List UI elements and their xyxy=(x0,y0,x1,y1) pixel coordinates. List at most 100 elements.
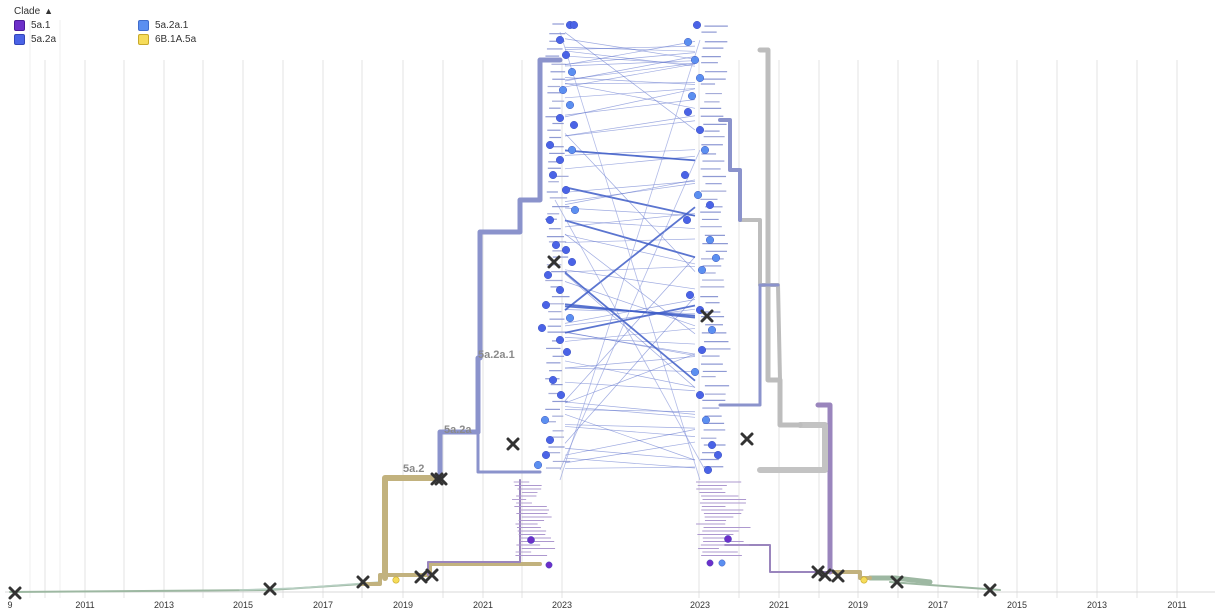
tangle-line xyxy=(564,88,696,118)
tip-dot-right xyxy=(702,416,711,425)
tangle-line xyxy=(559,31,701,481)
tip-dot-6b1a5a xyxy=(860,576,868,584)
clade-legend: Clade ▲ 5a.1 5a.2a.1 5a.2a 6B.1A.5a xyxy=(14,6,262,45)
tip-dot-left xyxy=(568,67,577,76)
tick-label-left-2019: 2019 xyxy=(393,600,413,610)
tree-branches xyxy=(9,23,1001,593)
branch-left-stem xyxy=(239,581,381,591)
tip-dot-left xyxy=(544,271,553,280)
legend-item-5a1[interactable]: 5a.1 xyxy=(14,20,138,31)
tangle-line xyxy=(564,120,696,137)
tangle-line xyxy=(564,233,696,335)
branch-right-lavender xyxy=(815,402,833,575)
legend-swatch xyxy=(138,34,149,45)
x-marker xyxy=(831,569,845,583)
tip-dot-right xyxy=(704,466,713,475)
legend-swatch xyxy=(138,20,149,31)
tip-dot-right xyxy=(714,451,723,460)
x-marker xyxy=(547,255,561,269)
x-marker xyxy=(8,586,22,600)
tangle-line xyxy=(564,304,696,334)
tangle-line xyxy=(564,353,696,404)
tick-label-right-2021: 2021 xyxy=(769,600,789,610)
tip-dot-left xyxy=(562,185,571,194)
tip-dot-5a1 xyxy=(545,561,553,569)
branch-left-5a2a xyxy=(437,429,481,481)
tangle-line xyxy=(564,447,696,461)
tip-dot-5a1 xyxy=(706,559,714,567)
tick-label-left-2017: 2017 xyxy=(313,600,333,610)
chevron-up-icon[interactable]: ▲ xyxy=(44,6,54,16)
tip-dot-left xyxy=(556,36,565,45)
tip-dot-right xyxy=(694,190,703,199)
tangle-line xyxy=(564,82,696,85)
tip-dot-right xyxy=(688,91,697,100)
tangle-line xyxy=(564,77,696,85)
tip-dot-5a1 xyxy=(527,536,535,544)
tangle-line xyxy=(564,281,696,327)
tangle-line xyxy=(564,38,696,60)
grid-layer xyxy=(5,20,1215,598)
tangle-line xyxy=(564,413,696,461)
x-marker xyxy=(700,309,714,323)
branch-label-5a2a: 5a.2a xyxy=(444,424,472,436)
branch-right-periwinkle-low xyxy=(718,283,780,407)
tick-label-right-2013: 2013 xyxy=(1087,600,1107,610)
tangle-line xyxy=(564,424,696,429)
x-markers xyxy=(8,255,997,600)
x-marker xyxy=(506,437,520,451)
tangle-line xyxy=(564,220,696,229)
tip-dot-right xyxy=(686,291,695,300)
legend-item-5a2a1[interactable]: 5a.2a.1 xyxy=(138,20,262,31)
tip-dot-right xyxy=(691,368,700,377)
x-marker xyxy=(425,568,439,582)
tip-dot-right xyxy=(696,125,705,134)
tangle-line xyxy=(559,149,701,471)
tangle-line xyxy=(564,360,696,388)
x-marker xyxy=(430,472,444,486)
tick-label-left-2021: 2021 xyxy=(473,600,493,610)
branch-labels: 5a.2a.1 5a.2a 5a.2 xyxy=(403,349,515,475)
tangle-line xyxy=(564,271,696,382)
tangle-line xyxy=(564,256,696,401)
legend-label: 6B.1A.5a xyxy=(155,34,197,45)
tip-dot-right xyxy=(696,391,705,400)
tangle-line xyxy=(564,457,696,469)
tip-dot-left xyxy=(563,348,572,357)
tip-dot-right xyxy=(684,38,693,47)
tick-label-right-2015: 2015 xyxy=(1007,600,1027,610)
tangle-line xyxy=(564,234,696,265)
legend-header[interactable]: Clade ▲ xyxy=(14,6,262,17)
x-marker xyxy=(890,575,904,589)
tip-dot-left xyxy=(542,451,551,460)
tangle-line xyxy=(564,466,696,469)
tip-dot-left xyxy=(566,100,575,109)
tip-dot-left xyxy=(568,145,577,154)
tip-dot-left xyxy=(568,258,577,267)
tangle-line xyxy=(564,426,696,437)
tip-dot-right xyxy=(712,253,721,262)
legend-label: 5a.1 xyxy=(31,20,51,31)
legend-item-6b1a5a[interactable]: 6B.1A.5a xyxy=(138,34,262,45)
tangle-line xyxy=(564,219,696,259)
tip-markers xyxy=(392,21,868,584)
tangle-line xyxy=(564,238,696,243)
tangle-line xyxy=(564,88,696,99)
tick-label-left-2023: 2023 xyxy=(552,600,572,610)
tangle-line xyxy=(564,207,696,217)
tip-dot-left xyxy=(556,336,565,345)
tip-dot-right xyxy=(698,266,707,275)
tangle-line xyxy=(564,99,696,116)
tangle-line xyxy=(564,149,696,162)
legend-swatch xyxy=(14,34,25,45)
tick-label-right-2023: 2023 xyxy=(690,600,710,610)
x-marker xyxy=(818,568,832,582)
tip-dot-right xyxy=(696,73,705,82)
tangle-line xyxy=(564,409,696,413)
tip-dot-left xyxy=(556,113,565,122)
tangle-line xyxy=(564,41,696,66)
x-marker xyxy=(263,582,277,596)
tangle-line xyxy=(564,331,696,356)
legend-item-5a2a[interactable]: 5a.2a xyxy=(14,34,138,45)
